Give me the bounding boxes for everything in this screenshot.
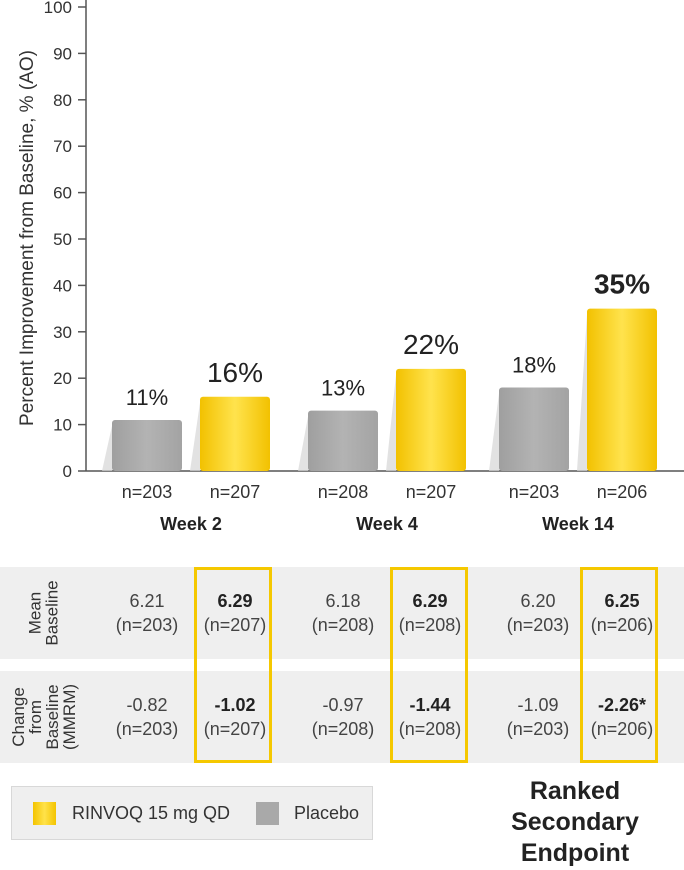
cell-n: (n=206) [590, 615, 654, 635]
x-category-label: Week 2 [160, 514, 222, 534]
bar-n-label: n=203 [122, 482, 173, 502]
bar-chart: 0 10 20 30 40 50 60 70 80 90 100 11% 13% 18% 16% 22% 35… [44, 0, 684, 534]
y-tick-label: 30 [53, 323, 72, 342]
cell-n: (n=207) [203, 615, 267, 635]
table-row-mean-baseline: Mean Baseline 6.21 (n=203) 6.29 (n=207) 6.18… [0, 567, 684, 659]
bar-n-label: n=207 [210, 482, 261, 502]
cell-value: 6.21 [129, 591, 165, 611]
cell-value: -1.44 [409, 695, 451, 715]
cell-value: -2.26* [597, 695, 647, 715]
cell-value: -0.97 [322, 695, 364, 715]
cell-n: (n=203) [506, 615, 570, 635]
bar [499, 387, 569, 471]
y-tick-label: 10 [53, 416, 72, 435]
cell-n: (n=208) [311, 615, 375, 635]
cell-n: (n=208) [398, 719, 462, 739]
bar-n-label: n=208 [318, 482, 369, 502]
table-cell: 6.20 (n=203) [496, 567, 580, 659]
cell-n: (n=207) [203, 719, 267, 739]
bar-shadow [190, 402, 200, 471]
cell-value: -1.02 [214, 695, 256, 715]
highlight-box-week2 [194, 567, 272, 763]
cell-value: -0.82 [126, 695, 168, 715]
table-cell: -1.44 (n=208) [388, 671, 472, 763]
row-label: Change from Baseline (MMRM) [9, 683, 79, 751]
cell-n: (n=208) [398, 615, 462, 635]
bar [396, 368, 466, 471]
row-label: Mean Baseline [26, 580, 62, 646]
bar-data-label: 11% [126, 385, 168, 410]
y-tick-label: 50 [53, 230, 72, 249]
bar-data-label: 22% [403, 329, 459, 360]
table-cell: 6.18 (n=208) [301, 567, 385, 659]
cell-value: 6.20 [520, 591, 556, 611]
cell-value: 6.18 [325, 591, 361, 611]
summary-table: Mean Baseline 6.21 (n=203) 6.29 (n=207) 6.18… [0, 567, 684, 766]
table-cell: -2.26* (n=206) [580, 671, 664, 763]
bar [112, 419, 182, 471]
bar-n-label: n=203 [509, 482, 560, 502]
cell-value: 6.25 [604, 591, 640, 611]
x-category-label: Week 4 [356, 514, 418, 534]
y-tick-label: 70 [53, 137, 72, 156]
cell-n: (n=206) [590, 719, 654, 739]
bar-shadow [386, 374, 396, 471]
y-tick-label: 40 [53, 276, 72, 295]
bar-data-label: 35% [594, 269, 650, 300]
cell-value: 6.29 [412, 591, 448, 611]
bar [200, 396, 270, 471]
bar-data-label: 18% [512, 352, 556, 377]
bar-shadow [577, 314, 587, 471]
table-cell: 6.29 (n=208) [388, 567, 472, 659]
table-cell: -0.82 (n=203) [105, 671, 189, 763]
legend-label-rinvoq: RINVOQ 15 mg QD [72, 803, 231, 823]
legend-swatch-placebo [256, 802, 279, 825]
table-row-change-from-baseline: Change from Baseline (MMRM) -0.82 (n=203)… [0, 671, 684, 763]
cell-value: 6.29 [217, 591, 253, 611]
highlight-box-week4 [390, 567, 468, 763]
bar-n-label: n=206 [597, 482, 648, 502]
bar-shadow [298, 416, 308, 471]
bar [587, 308, 657, 471]
table-cell: -1.09 (n=203) [496, 671, 580, 763]
legend-label-placebo: Placebo [294, 803, 360, 823]
table-cell: -1.02 (n=207) [193, 671, 277, 763]
y-tick-label: 80 [53, 91, 72, 110]
legend: RINVOQ 15 mg QD Placebo [11, 786, 373, 840]
table-cell: -0.97 (n=208) [301, 671, 385, 763]
legend-swatch-rinvoq [33, 802, 56, 825]
cell-n: (n=203) [115, 719, 179, 739]
y-tick-label: 60 [53, 184, 72, 203]
bar-n-label: n=207 [406, 482, 457, 502]
cell-n: (n=203) [506, 719, 570, 739]
cell-n: (n=203) [115, 615, 179, 635]
y-tick-label: 100 [44, 0, 72, 17]
bar-shadow [489, 393, 499, 471]
y-tick-label: 20 [53, 369, 72, 388]
y-axis-title: Percent Improvement from Baseline, % (AO… [17, 50, 38, 426]
bar [308, 410, 378, 471]
table-cell: 6.21 (n=203) [105, 567, 189, 659]
table-cell: 6.29 (n=207) [193, 567, 277, 659]
bar-shadow [102, 425, 112, 471]
y-tick-label: 0 [63, 462, 72, 481]
bar-data-label: 13% [321, 376, 365, 401]
y-tick-label: 90 [53, 44, 72, 63]
cell-value: -1.09 [517, 695, 559, 715]
ranked-secondary-endpoint-note: Ranked Secondary Endpoint [511, 777, 639, 867]
table-cell: 6.25 (n=206) [580, 567, 664, 659]
cell-n: (n=208) [311, 719, 375, 739]
bar-data-label: 16% [207, 357, 263, 388]
highlight-box-week14 [580, 567, 658, 763]
x-category-label: Week 14 [542, 514, 614, 534]
